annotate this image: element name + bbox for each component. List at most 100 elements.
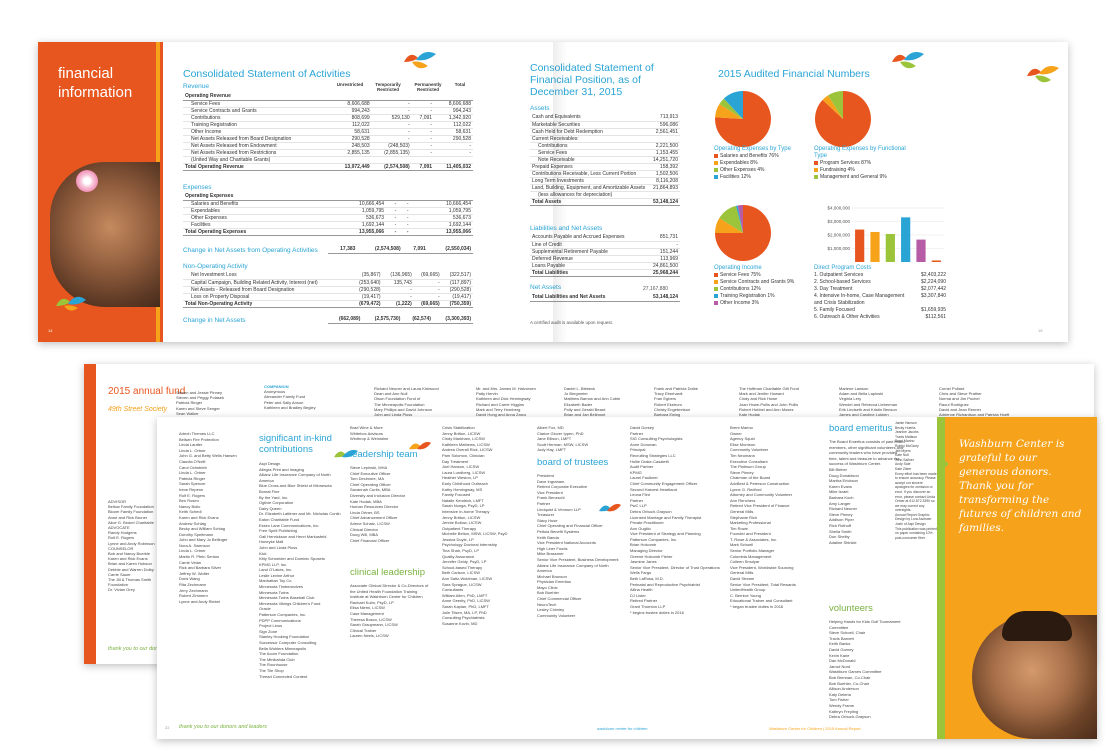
row-value: 17,383 <box>328 246 358 254</box>
name-entry: Lauren Neels, LICSW <box>350 633 389 639</box>
legend-label: Expendables 8% <box>720 160 758 166</box>
legend-value: $2,077,442 <box>920 286 946 292</box>
table-row: Long Term Investments 8,116,208 <box>530 177 680 185</box>
row-value: 151,244 <box>645 248 680 256</box>
legend-swatch <box>814 160 818 165</box>
legend-entry: Contributions 12% <box>714 286 814 293</box>
row-label: Training Registration <box>183 121 333 129</box>
name-entry: Brent Marino <box>895 439 915 444</box>
name-entry: Minnesota Twins Baseball Club <box>259 595 315 601</box>
legend-value: $1,659,935 <box>920 307 946 313</box>
bird-icon <box>409 441 431 450</box>
name-entry: The Board Emeritus consists of past boar… <box>829 439 905 467</box>
name-entry: Linda Lautter <box>179 442 203 448</box>
name-entry: Vice President, Worldwide Sourcing <box>730 564 794 570</box>
name-entry: Leslie Levine Arthur <box>259 572 295 578</box>
name-entry: ADVISOR <box>108 499 127 504</box>
name-entry: Managing Director <box>630 548 663 554</box>
legend-label: Other Income 3% <box>720 300 759 306</box>
row-value: - <box>398 228 411 236</box>
table-row: Cash and Equivalents 713,913 <box>530 114 680 122</box>
name-entry: Dr. Vivian Orey <box>108 587 135 593</box>
name-entry: Andy Sale <box>895 462 911 467</box>
name-entry: Kitty Schneider and Dominic Sposeto <box>259 556 326 562</box>
pie-slice-3 <box>719 205 743 233</box>
page-gutter <box>553 42 567 342</box>
row-label: Net Assets Released from Restrictions <box>183 149 333 157</box>
table-row: Total Assets 53,148,124 <box>530 198 680 206</box>
legend-label: 2. School-based Services <box>814 279 871 285</box>
name-entry: Senior Vice President, Business Developm… <box>537 556 619 562</box>
name-entry: Olson Foundation Fund of <box>374 396 421 402</box>
name-entry: Mike Brassmer <box>537 551 564 557</box>
y-tick-label: $2,000,000 <box>827 233 850 238</box>
pie-slice-3 <box>827 91 843 119</box>
name-entry: Kick <box>259 550 267 556</box>
name-entry: Daniel L. Blebeck <box>564 386 596 391</box>
name-entry: Executive Consultant <box>730 458 768 464</box>
row-label: Note Receivable <box>530 156 651 164</box>
front-col-h-volunteers: Helping Hands for Kids Golf Tournament C… <box>829 619 905 720</box>
front-col-e-top: Albert Fox, MD Clarice Glover Ippen, PhD J… <box>537 425 622 453</box>
name-entry: Barbara Koch <box>829 494 854 500</box>
row-value: 21,864,893 <box>650 184 680 192</box>
row-value: (248,503) <box>371 142 412 150</box>
change-net-label: Change in Net Assets <box>183 317 246 324</box>
name-entry: Ben Rosen <box>179 498 199 504</box>
name-entry: Kathleen and Bradley Begley <box>264 404 316 410</box>
pie-slice-2 <box>715 103 743 119</box>
name-entry: Consultants <box>442 587 464 593</box>
name-entry: Bellwin Fire Protection <box>179 436 219 442</box>
name-entry: Community Volunteer <box>537 612 576 618</box>
name-entry: James and Caroline Lokken <box>839 412 889 418</box>
name-entry: David and Jean Renner <box>939 406 982 412</box>
row-value: 713,913 <box>650 114 680 122</box>
table-row: Prepaid Expenses158,392 <box>530 163 680 171</box>
companion-heading: COMPANION <box>264 384 289 389</box>
row-label: Prepaid Expenses <box>530 163 651 171</box>
row-value: (2,550,034) <box>427 246 473 254</box>
page-number-right: 15 <box>1038 328 1043 333</box>
row-label: Long Term Investments <box>530 177 651 185</box>
name-entry: Barbara Ewing <box>654 412 681 418</box>
name-entry: Debbie and Warren Dolby <box>108 566 154 572</box>
name-entry: David Gorney <box>829 646 854 652</box>
liabilities-heading: Liabilities and Net Assets <box>530 225 603 232</box>
page-number-22: 22 <box>165 725 170 730</box>
row-label: Cash Held for Debt Redemption <box>530 128 651 136</box>
name-entry: Audit Partner <box>630 464 654 470</box>
col-header-temporarily: Temporarily Restricted <box>375 82 401 92</box>
net-assets-value: 27,167,880 <box>643 286 669 292</box>
name-entry: Jessica Doyle, LP <box>442 536 474 542</box>
row-value: 11,405,032 <box>434 163 473 171</box>
name-entry: Anne Geerity, PhD, LICSW <box>442 598 490 604</box>
table-row: (United Way and Charitable Grants) <box>183 156 473 164</box>
name-entry: Addison Piper <box>829 517 854 523</box>
name-entry: Chief Operating and Financial Officer <box>537 523 603 529</box>
name-entry: Carrie Sauer <box>108 571 131 577</box>
row-value <box>371 156 412 164</box>
name-entry: Linda Ortner, BS <box>350 509 380 515</box>
name-entry: Frank Benzschi <box>537 495 565 501</box>
name-entry: Jasmine Janes <box>630 559 657 565</box>
row-label: Operating Expenses <box>183 193 324 201</box>
legend-entry: Service Fees 75% <box>714 272 814 279</box>
row-value: - <box>386 207 399 215</box>
table-row: Operating Revenue <box>183 93 473 101</box>
name-entry: Natalie Kendrick, LMFT <box>442 497 484 503</box>
inkind-heading: significant in-kind contributions <box>259 433 332 455</box>
table-row: (662,089) (2,575,730) (62,574) (3,300,393) <box>328 316 473 324</box>
row-value: - <box>413 293 442 301</box>
name-entry: Retired Partner <box>630 598 658 604</box>
legend-label: 6. Outreach & Other Activities <box>814 314 880 320</box>
front-col-c-clinical: Associate Clinical Director & Co-Directo… <box>350 583 432 639</box>
row-label: Current Receivables: <box>530 135 651 143</box>
orange-edge <box>84 364 96 664</box>
name-entry: Doug Will, MBA <box>350 532 379 538</box>
report-footer: Washburn Center for Children | 2015 Annu… <box>769 726 861 731</box>
legend-entry: Training Registration 1% <box>714 293 814 300</box>
name-entry: Robert Zimmern <box>179 593 208 599</box>
table-row: Service Fees1,153,455 <box>530 149 680 157</box>
row-value: - <box>382 286 414 294</box>
legend-swatch <box>814 167 818 172</box>
